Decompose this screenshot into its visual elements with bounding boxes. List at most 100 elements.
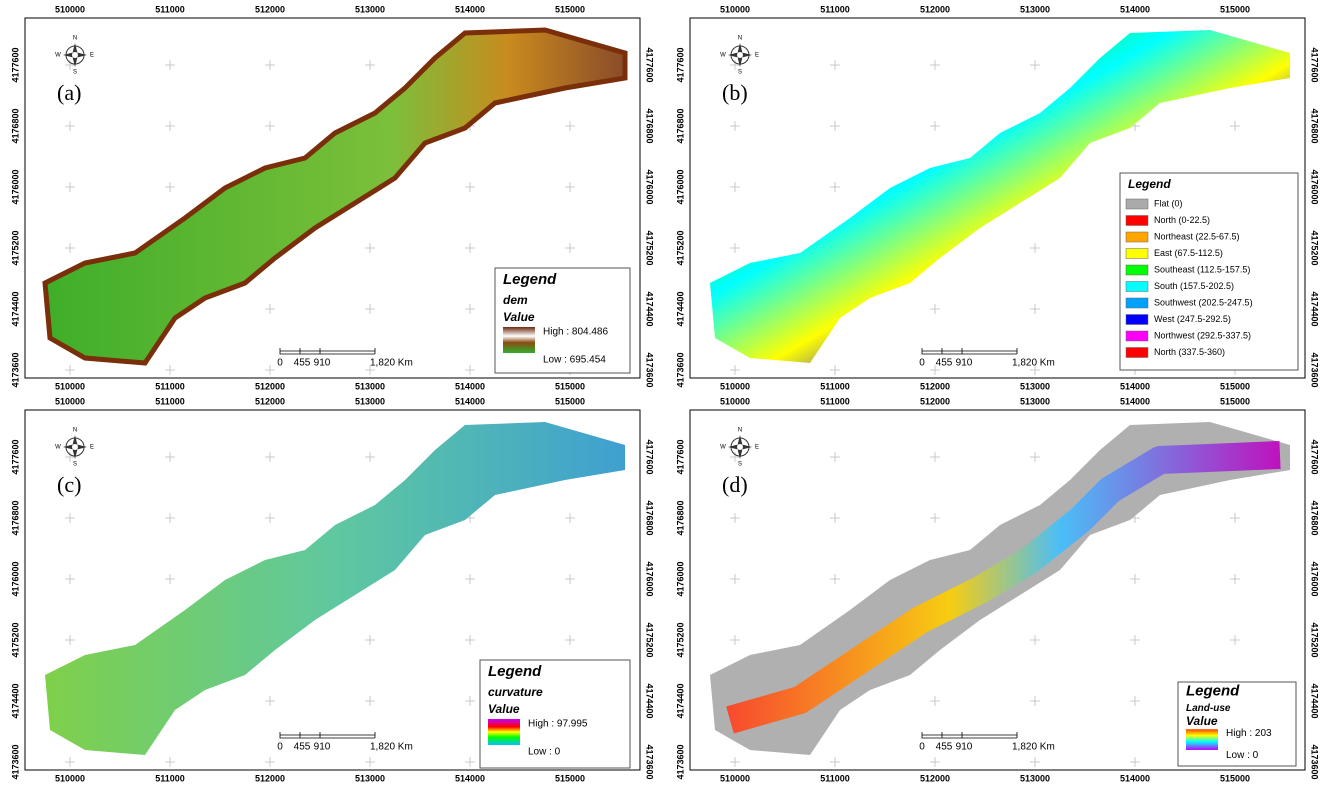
legend-layer: Land-use [1186, 703, 1231, 714]
legend-swatch [1126, 199, 1148, 209]
scale-label: 1,820 Km [1012, 742, 1055, 753]
figure: 510000 510000 511000 511000 512000 512000 5130… [0, 0, 1324, 793]
y-tick-label: 4177600 [10, 47, 20, 82]
legend-ramp [503, 327, 535, 353]
map-panel: 5100005100005110005110005120005120005130… [10, 396, 654, 783]
y-tick-label: 4175200 [675, 622, 685, 657]
scale-label: 910 [314, 358, 331, 369]
scale-label: 1,820 Km [1012, 358, 1055, 369]
x-tick-label: 512000 [255, 4, 285, 14]
scale-label: 455 [294, 742, 311, 753]
legend-label: Northeast (22.5-67.5) [1154, 231, 1240, 241]
y-tick-label: 4175200 [645, 622, 655, 657]
y-tick-label: 4174400 [1310, 683, 1320, 718]
x-tick-label: 515000 [555, 4, 585, 14]
compass-label: N [738, 428, 742, 434]
y-tick-label: 4174400 [675, 683, 685, 718]
scale-label: 0 [919, 358, 925, 369]
y-tick-label: 4177600 [1310, 439, 1320, 474]
panel-label: (c) [57, 472, 81, 497]
compass-label: E [90, 445, 94, 451]
y-tick-label: 4177600 [675, 439, 685, 474]
compass-label: E [755, 53, 759, 59]
x-tick-label: 511000 [155, 773, 185, 783]
y-tick-label: 4176000 [675, 561, 685, 596]
x-tick-label: 513000 [355, 4, 385, 14]
x-tick-label: 514000 [1120, 381, 1150, 391]
y-tick-label: 4177600 [1310, 47, 1320, 82]
x-tick-label: 510000 [720, 773, 750, 783]
map-panel: 5100005100005110005110005120005120005130… [675, 396, 1319, 783]
x-tick-label: 510000 [55, 773, 85, 783]
compass-label: W [720, 53, 726, 59]
scale-label: 1,820 Km [370, 742, 413, 753]
y-tick-label: 4175200 [1310, 622, 1320, 657]
x-tick-label: 511000 [820, 4, 850, 14]
y-tick-label: 4174400 [645, 291, 655, 326]
legend-field: Value [1186, 714, 1218, 728]
scale-label: 910 [314, 742, 331, 753]
x-tick-label: 514000 [455, 4, 485, 14]
x-tick-label: 511000 [820, 381, 850, 391]
panel-label: (b) [722, 80, 748, 105]
legend-swatch [1126, 282, 1148, 292]
x-tick-label: 510000 [55, 381, 85, 391]
x-tick-label: 512000 [920, 4, 950, 14]
y-tick-label: 4173600 [10, 744, 20, 779]
compass-label: N [738, 36, 742, 42]
legend-label: Flat (0) [1154, 198, 1183, 208]
y-tick-label: 4174400 [10, 291, 20, 326]
y-tick-label: 4174400 [675, 291, 685, 326]
y-tick-label: 4176800 [1310, 108, 1320, 143]
legend-ramp [488, 719, 520, 745]
scale-label: 455 [936, 742, 953, 753]
scale-label: 1,820 Km [370, 358, 413, 369]
legend-low: Low : 0 [528, 747, 561, 758]
compass-label: S [738, 462, 742, 468]
x-tick-label: 512000 [255, 396, 285, 406]
legend-swatch [1126, 348, 1148, 358]
y-tick-label: 4176800 [10, 108, 20, 143]
legend-swatch [1126, 331, 1148, 341]
scale-label: 0 [277, 742, 283, 753]
x-tick-label: 512000 [920, 773, 950, 783]
legend-label: West (247.5-292.5) [1154, 314, 1231, 324]
x-tick-label: 510000 [55, 396, 85, 406]
scale-label: 0 [919, 742, 925, 753]
y-tick-label: 4176800 [645, 108, 655, 143]
x-tick-label: 514000 [455, 381, 485, 391]
y-tick-label: 4173600 [645, 744, 655, 779]
legend-swatch [1126, 249, 1148, 259]
legend-title: Legend [1186, 683, 1240, 700]
compass-label: E [755, 445, 759, 451]
x-tick-label: 513000 [1020, 381, 1050, 391]
x-tick-label: 511000 [155, 4, 185, 14]
scale-label: 910 [956, 742, 973, 753]
map-panel: 5100005100005110005110005120005120005130… [10, 4, 654, 391]
legend-title: Legend [1128, 177, 1171, 191]
x-tick-label: 515000 [555, 381, 585, 391]
x-tick-label: 515000 [1220, 4, 1250, 14]
compass-label: S [73, 462, 77, 468]
y-tick-label: 4173600 [645, 352, 655, 387]
legend-label: Southeast (112.5-157.5) [1154, 264, 1250, 274]
legend-ramp [1186, 729, 1218, 750]
legend-title: Legend [503, 271, 557, 288]
x-tick-label: 510000 [720, 396, 750, 406]
y-tick-label: 4176000 [1310, 561, 1320, 596]
legend-high: High : 97.995 [528, 719, 588, 730]
compass-label: S [73, 70, 77, 76]
y-tick-label: 4174400 [645, 683, 655, 718]
legend-low: Low : 0 [1226, 750, 1259, 761]
compass-label: E [90, 53, 94, 59]
y-tick-label: 4177600 [10, 439, 20, 474]
compass-label: W [55, 445, 61, 451]
legend-title: Legend [488, 663, 542, 680]
legend-low: Low : 695.454 [543, 355, 606, 366]
legend: LegenddemValueHigh : 804.486Low : 695.45… [495, 268, 630, 373]
compass-label: W [55, 53, 61, 59]
x-tick-label: 510000 [720, 381, 750, 391]
x-tick-label: 513000 [1020, 4, 1050, 14]
legend-label: South (157.5-202.5) [1154, 281, 1234, 291]
